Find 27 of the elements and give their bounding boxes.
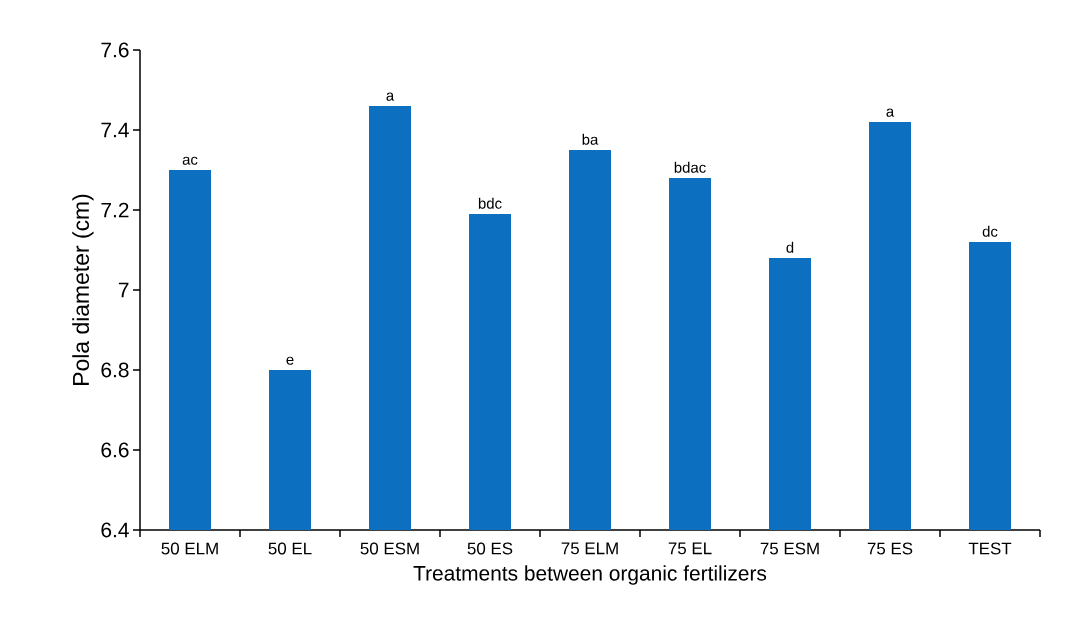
y-tick-label: 6.4 xyxy=(101,522,129,538)
annotation: e xyxy=(286,356,294,365)
y-tick-label: 6.6 xyxy=(101,442,129,458)
y-tick-label: 7.2 xyxy=(101,202,129,218)
y-tick-label: 7.6 xyxy=(101,42,129,58)
x-tick-label: 50 ESM xyxy=(360,542,419,555)
x-tick-label: 75 ES xyxy=(867,542,913,555)
x-axis-title: Treatments between organic fertilizers xyxy=(413,565,767,585)
y-axis-title: Pola diameter (cm) xyxy=(72,194,94,385)
annotation: ba xyxy=(582,133,599,145)
annotation: bdc xyxy=(478,197,502,209)
x-tick-label: 50 ES xyxy=(467,542,513,555)
annotation: d xyxy=(786,241,794,253)
x-tick-label: 75 ELM xyxy=(561,542,618,555)
annotation: ac xyxy=(182,156,198,165)
x-tick-label: 50 ELM xyxy=(161,542,218,555)
y-tick-label: 7 xyxy=(118,282,129,298)
x-tick-label: 50 EL xyxy=(268,542,312,555)
annotation: bdac xyxy=(674,161,706,173)
x-tick-label: TEST xyxy=(968,542,1012,555)
x-tick-label: 75 ESM xyxy=(760,542,819,555)
annotation: a xyxy=(886,108,895,117)
x-tick-label: 75 EL xyxy=(668,542,712,555)
annotation: a xyxy=(386,92,395,101)
y-tick-label: 7.4 xyxy=(101,122,129,138)
y-tick-label: 6.8 xyxy=(101,362,129,378)
annotation: dc xyxy=(982,225,998,237)
